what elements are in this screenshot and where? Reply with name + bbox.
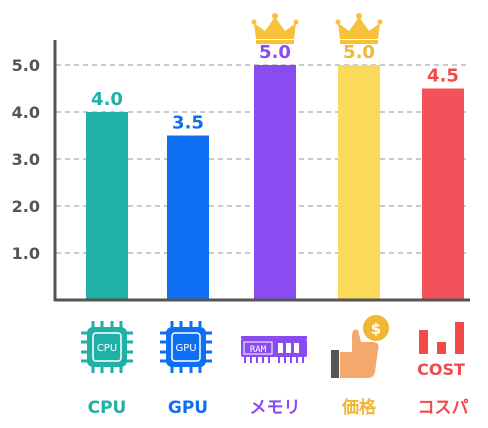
- cpu-chip-icon: CPU: [81, 321, 133, 373]
- ram-module-text: RAM: [250, 345, 267, 355]
- cost-bar-icon: COST: [417, 322, 465, 379]
- category-labels: CPU GPU メモリ 価格 コスパ: [88, 397, 469, 418]
- bar: [167, 135, 209, 300]
- bar: [422, 88, 464, 300]
- y-tick-label: 3.0: [12, 150, 40, 169]
- crown-icon: [335, 13, 383, 44]
- y-axis-ticks: 1.0 2.0 3.0 4.0 5.0: [12, 56, 40, 263]
- gpu-chip-text: GPU: [175, 343, 196, 354]
- cpu-chip-text: CPU: [97, 343, 117, 354]
- y-tick-label: 4.0: [12, 103, 40, 122]
- crowns: [251, 13, 383, 44]
- category-label: 価格: [341, 397, 377, 418]
- crown-icon: [251, 13, 299, 44]
- bar: [254, 65, 296, 300]
- bars: [86, 65, 464, 300]
- y-tick-label: 5.0: [12, 56, 40, 75]
- value-label: 5.0: [343, 42, 375, 63]
- gpu-chip-icon: GPU: [160, 321, 212, 373]
- category-label: メモリ: [250, 398, 301, 418]
- y-tick-label: 1.0: [12, 244, 40, 263]
- cost-icon-text: COST: [417, 360, 465, 379]
- value-label: 5.0: [259, 42, 291, 63]
- coin-dollar-text: $: [371, 320, 381, 338]
- value-label: 3.5: [172, 113, 204, 134]
- ram-module-icon: RAM: [241, 336, 307, 363]
- category-label: GPU: [168, 398, 208, 418]
- value-label: 4.0: [91, 89, 123, 110]
- value-labels: 4.0 3.5 5.0 5.0 4.5: [91, 42, 459, 134]
- price-thumbs-up-coin-icon: $: [331, 315, 389, 378]
- category-label: コスパ: [418, 398, 469, 418]
- category-label: CPU: [88, 398, 127, 418]
- bar: [86, 112, 128, 300]
- bar: [338, 65, 380, 300]
- y-tick-label: 2.0: [12, 197, 40, 216]
- value-label: 4.5: [427, 66, 459, 87]
